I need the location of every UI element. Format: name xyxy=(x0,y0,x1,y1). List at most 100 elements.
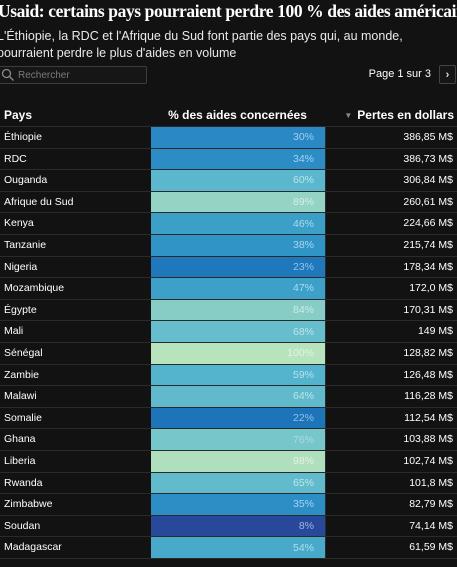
column-divider xyxy=(325,429,326,450)
percent-cell: 59% xyxy=(151,364,325,386)
percent-value: 59% xyxy=(292,368,314,381)
percent-cell: 98% xyxy=(151,450,325,472)
percent-cell: 68% xyxy=(151,321,325,342)
percent-cell: 54% xyxy=(151,537,325,558)
table-row: Liberia 98% 102,74 M$ xyxy=(0,450,457,473)
column-divider xyxy=(325,213,326,234)
pagination-label: Page 1 sur 3 xyxy=(368,68,431,80)
search-input[interactable] xyxy=(18,69,138,81)
loss-cell: 102,74 M$ xyxy=(403,454,453,467)
search-box[interactable] xyxy=(0,66,147,84)
percent-cell: 76% xyxy=(151,429,325,450)
column-header-country[interactable]: Pays xyxy=(4,108,33,122)
country-cell: Soudan xyxy=(4,519,41,532)
percent-cell: 47% xyxy=(151,278,325,299)
table-row: Somalie 22% 112,54 M$ xyxy=(0,407,457,430)
sort-descending-icon: ▼ xyxy=(344,110,353,120)
column-divider xyxy=(325,278,326,299)
column-divider xyxy=(325,127,326,148)
percent-cell: 84% xyxy=(151,299,325,321)
loss-cell: 82,79 M$ xyxy=(409,498,453,511)
percent-value: 47% xyxy=(292,282,314,295)
percent-value: 34% xyxy=(292,152,314,165)
loss-cell: 61,59 M$ xyxy=(409,541,453,554)
column-divider xyxy=(325,234,326,256)
table-body: Éthiopie 30% 386,85 M$ RDC 34% 386,73 M$ Ougan… xyxy=(0,127,457,559)
country-cell: Kenya xyxy=(4,217,34,230)
percent-value: 100% xyxy=(287,347,314,360)
percent-value: 84% xyxy=(292,304,314,317)
country-cell: Éthiopie xyxy=(4,131,42,143)
percent-value: 23% xyxy=(292,260,314,273)
percent-value: 54% xyxy=(292,541,314,554)
column-divider xyxy=(325,364,326,386)
percent-cell: 46% xyxy=(151,213,325,234)
loss-cell: 172,0 M$ xyxy=(409,282,453,295)
column-divider xyxy=(325,148,326,170)
column-divider xyxy=(325,342,326,364)
column-divider xyxy=(325,494,326,515)
loss-cell: 101,8 M$ xyxy=(409,476,453,489)
table-header: Pays % des aides concernées ▼ Pertes en … xyxy=(0,103,457,127)
page-subtitle: L'Éthiopie, la RDC et l'Afrique du Sud f… xyxy=(0,29,403,60)
percent-value: 89% xyxy=(292,196,314,209)
table-row: Rwanda 65% 101,8 M$ xyxy=(0,472,457,495)
column-header-loss-label: Pertes en dollars xyxy=(357,108,454,122)
country-cell: Mozambique xyxy=(4,282,65,295)
next-page-button[interactable]: › xyxy=(439,65,456,84)
column-divider xyxy=(325,191,326,213)
search-icon xyxy=(1,68,14,81)
country-cell: Madagascar xyxy=(4,541,62,554)
table-row: Malawi 64% 116,28 M$ xyxy=(0,386,457,408)
page-title: Usaid: certains pays pourraient perdre 1… xyxy=(0,1,457,21)
column-header-loss[interactable]: ▼ Pertes en dollars xyxy=(344,108,454,122)
table-row: Kenya 46% 224,66 M$ xyxy=(0,213,457,235)
data-table: Pays % des aides concernées ▼ Pertes en … xyxy=(0,103,457,559)
loss-cell: 224,66 M$ xyxy=(403,217,453,230)
column-divider xyxy=(325,407,326,429)
country-cell: Tanzanie xyxy=(4,238,47,251)
loss-cell: 260,61 M$ xyxy=(403,195,453,208)
percent-cell: 22% xyxy=(151,407,325,429)
percent-cell: 34% xyxy=(151,148,325,170)
table-row: Zimbabwe 35% 82,79 M$ xyxy=(0,494,457,516)
percent-cell: 23% xyxy=(151,256,325,278)
column-divider xyxy=(325,170,326,191)
table-row: Sénégal 100% 128,82 M$ xyxy=(0,342,457,365)
percent-value: 68% xyxy=(292,325,314,338)
loss-cell: 386,85 M$ xyxy=(403,131,453,143)
loss-cell: 74,14 M$ xyxy=(409,519,453,532)
country-cell: Mali xyxy=(4,325,24,338)
table-row: Égypte 84% 170,31 M$ xyxy=(0,299,457,322)
percent-value: 30% xyxy=(292,131,314,144)
country-cell: Égypte xyxy=(4,303,37,316)
percent-value: 76% xyxy=(292,433,314,446)
percent-value: 65% xyxy=(292,476,314,489)
table-row: Éthiopie 30% 386,85 M$ xyxy=(0,127,457,149)
loss-cell: 149 M$ xyxy=(417,325,453,338)
percent-value: 22% xyxy=(292,412,314,425)
percent-cell: 30% xyxy=(151,127,325,148)
percent-value: 98% xyxy=(292,455,314,468)
country-cell: Liberia xyxy=(4,454,36,467)
column-divider xyxy=(325,515,326,537)
loss-cell: 178,34 M$ xyxy=(403,260,453,273)
percent-cell: 100% xyxy=(151,342,325,364)
percent-value: 60% xyxy=(292,174,314,187)
country-cell: Ouganda xyxy=(4,174,48,187)
table-row: Mali 68% 149 M$ xyxy=(0,321,457,343)
table-row: Nigeria 23% 178,34 M$ xyxy=(0,256,457,279)
percent-value: 64% xyxy=(292,390,314,403)
loss-cell: 103,88 M$ xyxy=(403,433,453,446)
column-divider xyxy=(325,256,326,278)
loss-cell: 112,54 M$ xyxy=(404,411,453,424)
percent-cell: 89% xyxy=(151,191,325,213)
country-cell: Nigeria xyxy=(4,260,38,273)
percent-cell: 8% xyxy=(151,515,325,537)
column-divider xyxy=(325,537,326,558)
loss-cell: 215,74 M$ xyxy=(403,238,453,251)
country-cell: Ghana xyxy=(4,433,36,446)
percent-cell: 60% xyxy=(151,170,325,191)
column-header-percent[interactable]: % des aides concernées xyxy=(168,108,307,122)
country-cell: Rwanda xyxy=(4,476,43,489)
